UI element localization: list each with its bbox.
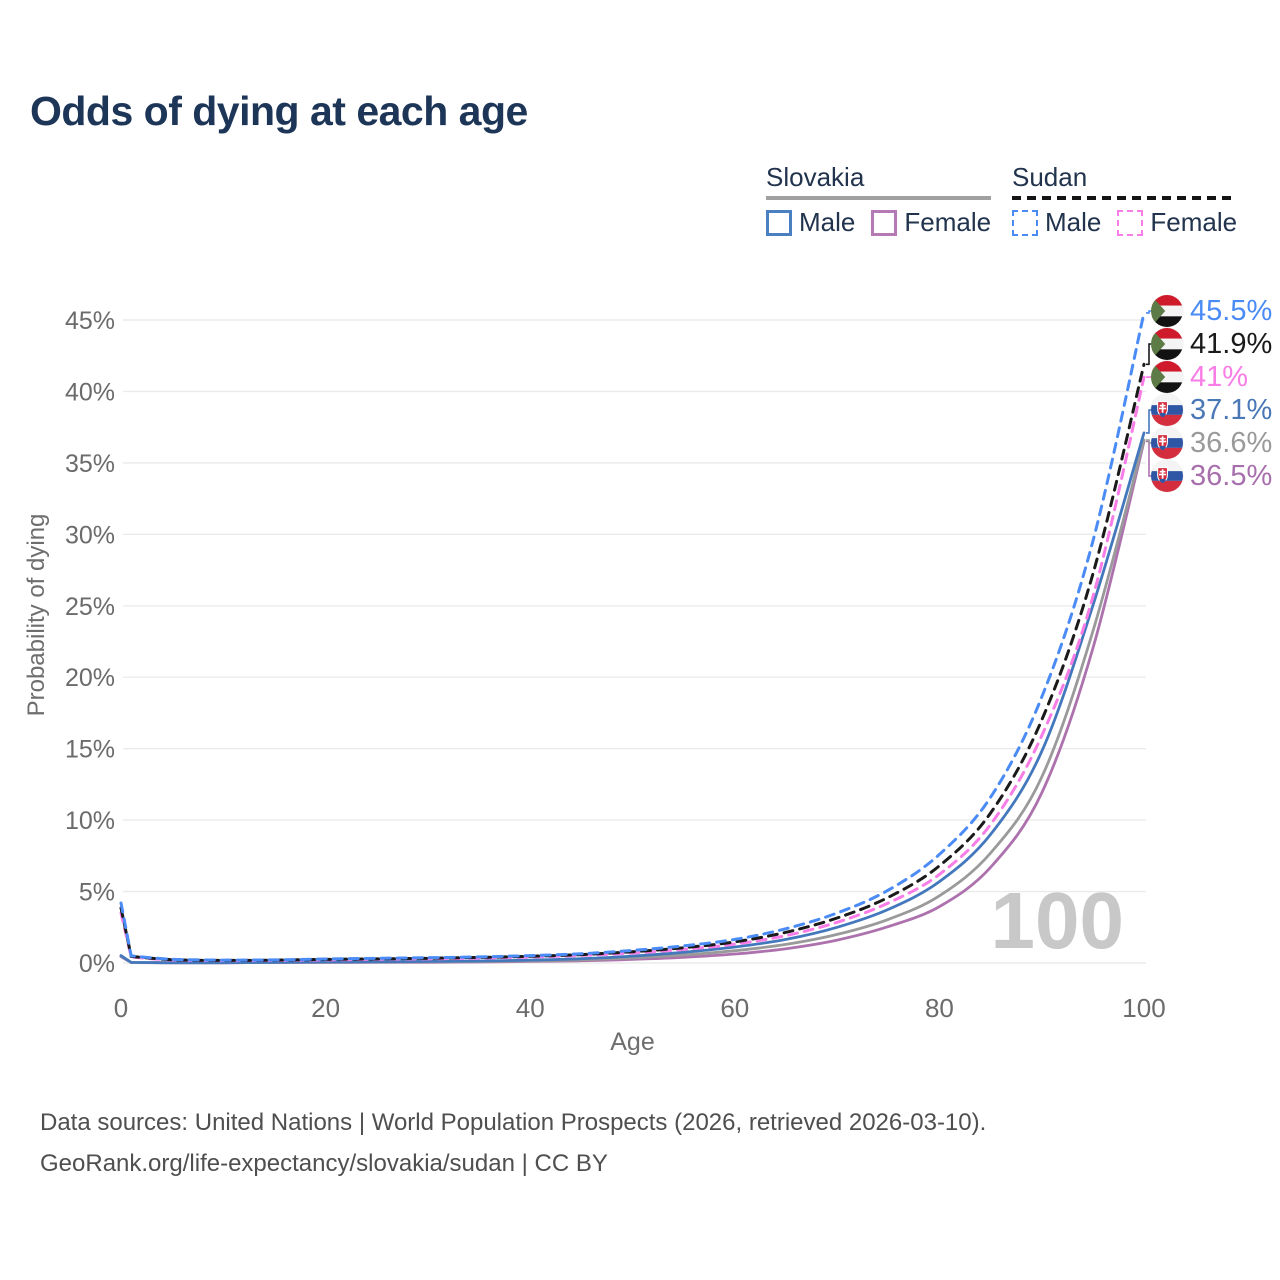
end-label-slovakia-male: 37.1% xyxy=(1151,394,1272,426)
slovakia-solid-line-swatch xyxy=(766,196,992,200)
slovakia-flag-icon xyxy=(1151,460,1183,492)
end-label-leader-line xyxy=(1146,343,1152,366)
end-label-slovakia-both: 36.6% xyxy=(1151,427,1272,459)
slovakia-female-swatch-icon xyxy=(871,209,898,236)
data-source-line1: Data sources: United Nations | World Pop… xyxy=(40,1109,987,1136)
x-tick-label: 0 xyxy=(114,993,128,1023)
end-label-leader-line xyxy=(1146,310,1152,314)
page-title: Odds of dying at each age xyxy=(30,88,528,134)
y-tick-label: 5% xyxy=(79,879,115,907)
slovakia-flag-icon xyxy=(1151,394,1183,426)
legend-group-sudan: Sudan Male Female xyxy=(1012,162,1238,238)
data-source-line2: GeoRank.org/life-expectancy/slovakia/sud… xyxy=(40,1150,608,1177)
x-tick-label: 20 xyxy=(311,993,340,1023)
series-line-sudan-male[interactable] xyxy=(119,311,1146,962)
y-tick-label: 10% xyxy=(65,807,115,835)
end-label-sudan-female: 41% xyxy=(1151,361,1248,393)
sudan-flag-icon xyxy=(1151,361,1183,393)
series-line-sudan-both-sexes[interactable] xyxy=(119,362,1146,962)
y-tick-label: 40% xyxy=(65,378,115,406)
y-tick-label: 25% xyxy=(65,593,115,621)
series-line-slovakia-male[interactable] xyxy=(119,431,1146,965)
y-tick-label: 20% xyxy=(65,664,115,692)
sudan-flag-icon xyxy=(1151,328,1183,360)
sudan-flag-icon xyxy=(1151,295,1183,327)
x-tick-label: 80 xyxy=(925,993,954,1023)
end-value: 36.6% xyxy=(1190,426,1273,459)
series-line-sudan-female[interactable] xyxy=(119,375,1146,963)
y-tick-label: 35% xyxy=(65,450,115,478)
end-label-leader-line xyxy=(1146,439,1152,444)
sudan-female-swatch-icon xyxy=(1117,209,1144,236)
sudan-male-swatch-icon xyxy=(1012,209,1038,236)
end-value: 45.5% xyxy=(1190,294,1273,327)
end-value: 36.5% xyxy=(1190,459,1273,492)
y-tick-label: 15% xyxy=(65,736,115,764)
x-tick-label: 60 xyxy=(720,993,749,1023)
end-label-leader-line xyxy=(1146,409,1152,434)
end-label-slovakia-female: 36.5% xyxy=(1151,460,1272,492)
legend-item-slovakia-female[interactable]: Female xyxy=(871,207,991,238)
end-value: 41.9% xyxy=(1190,327,1273,360)
legend-item-sudan-female[interactable]: Female xyxy=(1117,207,1237,238)
y-axis-label: Probability of dying xyxy=(23,514,50,717)
x-axis-label: Age xyxy=(610,1028,654,1056)
sudan-dashed-line-swatch xyxy=(1012,196,1238,200)
legend-item-slovakia-male[interactable]: Male xyxy=(766,207,855,238)
legend-country-sudan[interactable]: Sudan xyxy=(1012,162,1088,192)
y-tick-label: 45% xyxy=(65,307,115,335)
legend-item-sudan-male[interactable]: Male xyxy=(1012,207,1101,238)
x-tick-label: 40 xyxy=(516,993,545,1023)
x-tick-label: 100 xyxy=(1122,993,1165,1023)
legend-country-slovakia[interactable]: Slovakia xyxy=(766,162,865,192)
age-watermark: 100 xyxy=(991,876,1124,965)
slovakia-male-swatch-icon xyxy=(766,209,792,236)
slovakia-flag-icon xyxy=(1151,427,1183,459)
data-source-note: Data sources: United Nations | World Pop… xyxy=(40,1102,986,1184)
legend-group-slovakia: Slovakia Male Female xyxy=(766,162,992,238)
end-value: 37.1% xyxy=(1190,393,1273,426)
y-tick-label: 0% xyxy=(79,950,115,978)
end-label-sudan-both: 41.9% xyxy=(1151,328,1272,360)
y-tick-label: 30% xyxy=(65,521,115,549)
end-label-leader-line xyxy=(1146,440,1152,477)
end-label-sudan-male: 45.5% xyxy=(1151,295,1272,327)
end-value: 41% xyxy=(1190,360,1249,393)
